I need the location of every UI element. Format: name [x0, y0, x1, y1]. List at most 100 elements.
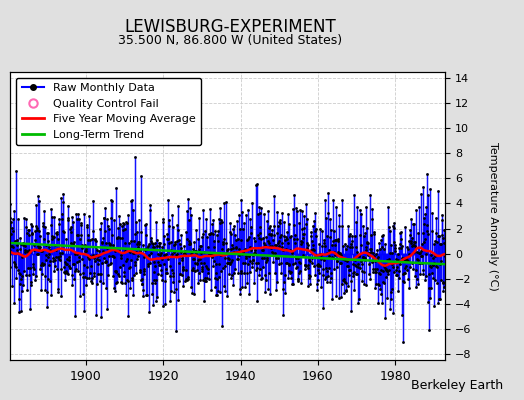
Point [423, 222, 432, 228]
Point [43, 276, 52, 283]
Point [351, 262, 359, 269]
Point [375, 270, 383, 276]
Point [15, 271, 24, 277]
Point [191, 247, 199, 254]
Point [393, 272, 401, 278]
Point [250, 234, 258, 241]
Point [369, 269, 377, 275]
Point [85, 274, 94, 281]
Point [310, 262, 318, 269]
Point [193, 257, 202, 264]
Point [406, 264, 414, 270]
Point [78, 245, 86, 251]
Point [157, 250, 165, 256]
Point [124, 277, 132, 284]
Point [379, 268, 387, 274]
Point [275, 219, 283, 225]
Point [298, 207, 306, 214]
Point [110, 217, 118, 224]
Point [125, 248, 133, 254]
Point [107, 214, 115, 221]
Point [237, 270, 245, 276]
Point [323, 250, 331, 256]
Point [415, 250, 423, 257]
Point [274, 255, 282, 261]
Point [14, 270, 23, 276]
Point [396, 230, 404, 236]
Point [324, 264, 333, 271]
Point [348, 269, 357, 276]
Point [61, 270, 70, 276]
Point [436, 260, 444, 267]
Point [418, 253, 426, 259]
Point [246, 216, 254, 222]
Point [136, 269, 144, 276]
Point [308, 260, 316, 266]
Point [107, 196, 115, 203]
Point [245, 291, 253, 297]
Point [110, 254, 118, 260]
Point [412, 207, 421, 213]
Point [268, 259, 277, 266]
Point [58, 216, 67, 222]
Point [374, 300, 382, 306]
Point [124, 313, 132, 319]
Point [102, 240, 111, 246]
Point [436, 276, 445, 283]
Point [341, 288, 350, 294]
Point [403, 257, 411, 264]
Point [170, 289, 178, 295]
Point [351, 219, 359, 225]
Point [99, 234, 107, 241]
Point [331, 237, 339, 243]
Point [208, 253, 216, 260]
Point [16, 281, 24, 287]
Point [201, 278, 210, 284]
Point [174, 260, 183, 266]
Point [173, 251, 181, 257]
Point [233, 249, 241, 256]
Point [422, 171, 431, 177]
Point [131, 231, 139, 237]
Point [344, 222, 353, 229]
Point [280, 237, 289, 243]
Point [380, 280, 388, 286]
Point [162, 235, 171, 242]
Point [252, 260, 260, 267]
Point [337, 293, 345, 300]
Point [363, 238, 372, 245]
Point [125, 264, 134, 270]
Point [281, 272, 289, 278]
Point [80, 308, 89, 314]
Point [252, 182, 260, 188]
Point [307, 229, 315, 235]
Point [391, 256, 400, 262]
Point [15, 296, 24, 302]
Point [154, 251, 162, 258]
Point [140, 247, 149, 254]
Point [103, 216, 111, 222]
Point [58, 210, 66, 217]
Point [429, 255, 438, 262]
Point [126, 197, 135, 204]
Point [136, 248, 144, 254]
Point [67, 229, 75, 235]
Point [353, 270, 362, 277]
Point [241, 284, 249, 290]
Point [239, 260, 248, 266]
Point [350, 286, 358, 293]
Point [122, 292, 130, 298]
Point [115, 213, 123, 219]
Point [160, 232, 168, 239]
Point [26, 249, 34, 255]
Point [90, 272, 98, 279]
Point [122, 258, 130, 264]
Point [226, 258, 235, 265]
Point [384, 270, 392, 277]
Point [237, 197, 245, 204]
Point [45, 254, 53, 260]
Point [70, 268, 79, 274]
Point [285, 260, 293, 267]
Point [303, 282, 312, 289]
Point [177, 232, 185, 239]
